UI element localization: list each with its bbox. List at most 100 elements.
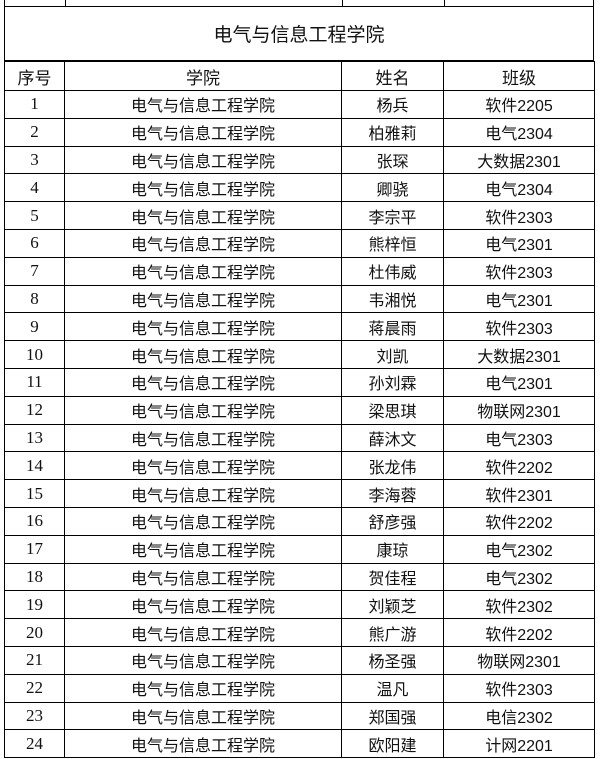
- table-cell: 电气与信息工程学院: [64, 256, 342, 286]
- table-cell: 电气与信息工程学院: [64, 173, 342, 203]
- table-cell: 1: [4, 90, 65, 119]
- table-cell: 电气2302: [443, 562, 595, 592]
- table-cell: 6: [4, 228, 65, 258]
- header-cell: 序号: [4, 61, 65, 91]
- table-cell: 物联网2301: [443, 645, 595, 675]
- table-cell: 4: [4, 173, 65, 203]
- table-cell: 电气与信息工程学院: [64, 673, 342, 703]
- table-row: 12 电气与信息工程学院 梁思琪 物联网2301: [4, 395, 595, 425]
- table-cell: 计网2201: [443, 729, 595, 759]
- table-cell: 11: [4, 367, 65, 397]
- table-cell: 电气2303: [443, 423, 595, 453]
- table-row: 20 电气与信息工程学院 熊广游 软件2202: [4, 618, 595, 647]
- table-cell: 电气与信息工程学院: [64, 506, 342, 536]
- table-cell: 2: [4, 117, 65, 147]
- table-cell: 电气与信息工程学院: [64, 228, 342, 258]
- table-cell: 电气与信息工程学院: [64, 117, 342, 147]
- table-cell: 蒋晨雨: [341, 312, 444, 342]
- table-cell: 电气与信息工程学院: [64, 534, 342, 564]
- table-row: 7 电气与信息工程学院 杜伟威 软件2303: [4, 256, 595, 286]
- table-row: 10 电气与信息工程学院 刘凯 大数据2301: [4, 340, 595, 369]
- table-cell: 电气与信息工程学院: [64, 451, 342, 481]
- table-cell: 8: [4, 284, 65, 314]
- table-row: 8 电气与信息工程学院 韦湘悦 电气2301: [4, 284, 595, 314]
- table-row: 14 电气与信息工程学院 张龙伟 软件2202: [4, 451, 595, 481]
- table-cell: 电气与信息工程学院: [64, 367, 342, 397]
- table-cell: 李宗平: [341, 201, 444, 230]
- table-cell: 物联网2301: [443, 395, 595, 425]
- table-cell: 电气与信息工程学院: [64, 201, 342, 230]
- table-cell: 3: [4, 145, 65, 175]
- table-cell: 5: [4, 201, 65, 230]
- table-row: 15 电气与信息工程学院 李海蓉 软件2301: [4, 479, 595, 508]
- table-cell: 软件2303: [443, 201, 595, 230]
- table-cell: 24: [4, 729, 65, 759]
- table-cell: 电气与信息工程学院: [64, 145, 342, 175]
- table-cell: 软件2202: [443, 618, 595, 647]
- table-cell: 电气与信息工程学院: [64, 340, 342, 369]
- table-row: 16 电气与信息工程学院 舒彦强 软件2202: [4, 506, 595, 536]
- table-cell: 软件2301: [443, 479, 595, 508]
- table-cell: 10: [4, 340, 65, 369]
- table-row: 6 电气与信息工程学院 熊梓恒 电气2301: [4, 228, 595, 258]
- table-cell: 孙刘霖: [341, 367, 444, 397]
- table-cell: 电气2301: [443, 367, 595, 397]
- table-row: 22 电气与信息工程学院 温凡 软件2303: [4, 673, 595, 703]
- table-cell: 电气与信息工程学院: [64, 423, 342, 453]
- table-cell: 电气2304: [443, 173, 595, 203]
- table-cell: 刘凯: [341, 340, 444, 369]
- table-cell: 贺佳程: [341, 562, 444, 592]
- table-cell: 16: [4, 506, 65, 536]
- table-cell: 电气2301: [443, 228, 595, 258]
- table-row: 19 电气与信息工程学院 刘颖芝 软件2302: [4, 590, 595, 620]
- table-cell: 李海蓉: [341, 479, 444, 508]
- table-cell: 软件2303: [443, 312, 595, 342]
- table-row: 13 电气与信息工程学院 薛沐文 电气2303: [4, 423, 595, 453]
- table-cell: 卿骁: [341, 173, 444, 203]
- table-cell: 22: [4, 673, 65, 703]
- table-cell: 电气与信息工程学院: [64, 562, 342, 592]
- table-cell: 软件2302: [443, 590, 595, 620]
- table-cell: 软件2202: [443, 451, 595, 481]
- table-cell: 刘颖芝: [341, 590, 444, 620]
- table-cell: 电气2302: [443, 534, 595, 564]
- table-row: 1 电气与信息工程学院 杨兵 软件2205: [4, 90, 595, 119]
- table-cell: 15: [4, 479, 65, 508]
- table-cell: 电气与信息工程学院: [64, 645, 342, 675]
- table-cell: 12: [4, 395, 65, 425]
- table-cell: 电气与信息工程学院: [64, 395, 342, 425]
- table-row: 9 电气与信息工程学院 蒋晨雨 软件2303: [4, 312, 595, 342]
- table-cell: 18: [4, 562, 65, 592]
- student-table: 序号 学院 姓名 班级 1 电气与信息工程学院 杨兵 软件2205 2 电气与信息工程学院 柏雅莉…: [4, 61, 595, 759]
- table-cell: 薛沐文: [341, 423, 444, 453]
- table-cell: 电气2301: [443, 284, 595, 314]
- table-cell: 9: [4, 312, 65, 342]
- table-cell: 软件2303: [443, 673, 595, 703]
- table-row: 17 电气与信息工程学院 康琼 电气2302: [4, 534, 595, 564]
- table-cell: 杨兵: [341, 90, 444, 119]
- table-cell: 电气与信息工程学院: [64, 479, 342, 508]
- header-row: 序号 学院 姓名 班级: [4, 61, 595, 91]
- table-row: 5 电气与信息工程学院 李宗平 软件2303: [4, 201, 595, 230]
- table-cell: 电气与信息工程学院: [64, 701, 342, 731]
- table-cell: 张龙伟: [341, 451, 444, 481]
- table-cell: 21: [4, 645, 65, 675]
- table-cell: 7: [4, 256, 65, 286]
- table-cell: 14: [4, 451, 65, 481]
- table-cell: 杨圣强: [341, 645, 444, 675]
- table-cell: 20: [4, 618, 65, 647]
- table-cell: 康琼: [341, 534, 444, 564]
- table-row: 4 电气与信息工程学院 卿骁 电气2304: [4, 173, 595, 203]
- table-cell: 大数据2301: [443, 340, 595, 369]
- table-cell: 电信2302: [443, 701, 595, 731]
- table-cell: 23: [4, 701, 65, 731]
- table-cell: 张琛: [341, 145, 444, 175]
- table-cell: 郑国强: [341, 701, 444, 731]
- table-title: 电气与信息工程学院: [4, 7, 594, 61]
- table-cell: 电气与信息工程学院: [64, 729, 342, 759]
- header-cell: 学院: [64, 61, 342, 91]
- table-cell: 19: [4, 590, 65, 620]
- table-cell: 欧阳建: [341, 729, 444, 759]
- table-cell: 电气与信息工程学院: [64, 90, 342, 119]
